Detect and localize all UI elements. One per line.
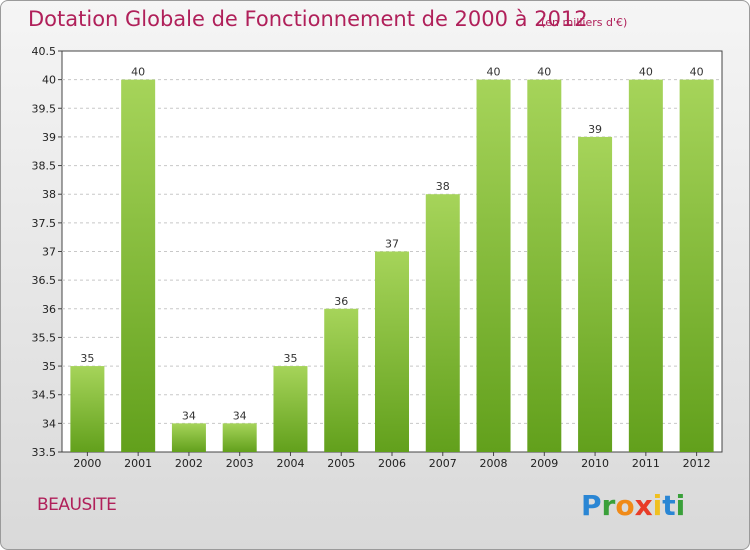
- y-tick-label: 36: [42, 303, 56, 316]
- data-label: 40: [487, 66, 501, 79]
- data-label: 40: [131, 66, 145, 79]
- x-tick-label: 2004: [276, 457, 304, 470]
- bars: 35 40 34 34 35 36 37 38 40 40 39 40 40: [70, 66, 714, 453]
- y-tick-label: 38.5: [32, 160, 57, 173]
- x-tick-label: 2010: [581, 457, 609, 470]
- y-tick-label: 39: [42, 131, 56, 144]
- logo-letter: x: [634, 489, 653, 522]
- logo-letter: i: [652, 489, 663, 522]
- bar: [70, 366, 105, 452]
- data-label: 40: [537, 66, 551, 79]
- y-tick-label: 34.5: [32, 389, 57, 402]
- x-tick-label: 2003: [226, 457, 254, 470]
- data-label: 38: [436, 180, 450, 193]
- bar: [375, 251, 409, 452]
- y-tick-label: 34: [42, 417, 56, 430]
- commune-name: BEAUSITE: [37, 495, 117, 515]
- chart-title: Dotation Globale de Fonctionnement de 20…: [28, 7, 588, 31]
- y-tick-label: 37: [42, 246, 56, 259]
- y-tick-label: 39.5: [32, 102, 57, 115]
- x-tick-label: 2007: [429, 457, 457, 470]
- y-tick-label: 37.5: [32, 217, 57, 230]
- y-tick-label: 40.5: [32, 45, 57, 58]
- data-label: 35: [80, 352, 94, 365]
- y-tick-label: 33.5: [32, 446, 57, 459]
- bar: [578, 136, 613, 452]
- x-tick-label: 2005: [327, 457, 355, 470]
- bar: [222, 423, 257, 452]
- bar: [324, 308, 359, 452]
- logo-letter: P: [581, 489, 602, 522]
- x-tick-label: 2000: [73, 457, 101, 470]
- bar: [425, 194, 460, 452]
- logo-letter: o: [615, 489, 635, 522]
- data-label: 34: [182, 409, 196, 422]
- logo-letter: t: [662, 489, 676, 522]
- x-tick-label: 2001: [124, 457, 152, 470]
- data-label: 34: [233, 409, 247, 422]
- y-axis: 33.5 34 34.5 35 35.5 36 36.5 37 37.5 38 38.5 39 39.5…: [32, 45, 62, 459]
- y-tick-label: 36.5: [32, 274, 57, 287]
- data-label: 40: [639, 66, 653, 79]
- logo-letter: r: [601, 489, 616, 522]
- data-label: 39: [588, 123, 602, 136]
- y-tick-label: 40: [42, 74, 56, 87]
- proxiti-logo[interactable]: Proxiti: [581, 489, 685, 522]
- x-tick-label: 2002: [175, 457, 203, 470]
- y-tick-label: 35: [42, 360, 56, 373]
- bar: [273, 366, 308, 452]
- bar: [171, 423, 206, 452]
- bar: [628, 79, 663, 453]
- x-axis: 2000 2001 2002 2003 2004 2005 2006 2007 2008 2009…: [73, 452, 711, 470]
- unit-note: (en milliers d'€): [541, 16, 628, 29]
- bar: [679, 79, 714, 453]
- data-label: 36: [334, 295, 348, 308]
- x-tick-label: 2012: [683, 457, 711, 470]
- y-tick-label: 35.5: [32, 331, 57, 344]
- data-label: 40: [690, 66, 704, 79]
- x-tick-label: 2006: [378, 457, 406, 470]
- x-tick-label: 2011: [632, 457, 660, 470]
- bar: [476, 79, 511, 453]
- x-tick-label: 2009: [530, 457, 558, 470]
- data-label: 35: [283, 352, 297, 365]
- bar: [121, 79, 156, 453]
- y-tick-label: 38: [42, 188, 56, 201]
- bar: [527, 79, 562, 453]
- logo-letter: i: [675, 489, 686, 522]
- data-label: 37: [385, 238, 399, 251]
- x-tick-label: 2008: [480, 457, 508, 470]
